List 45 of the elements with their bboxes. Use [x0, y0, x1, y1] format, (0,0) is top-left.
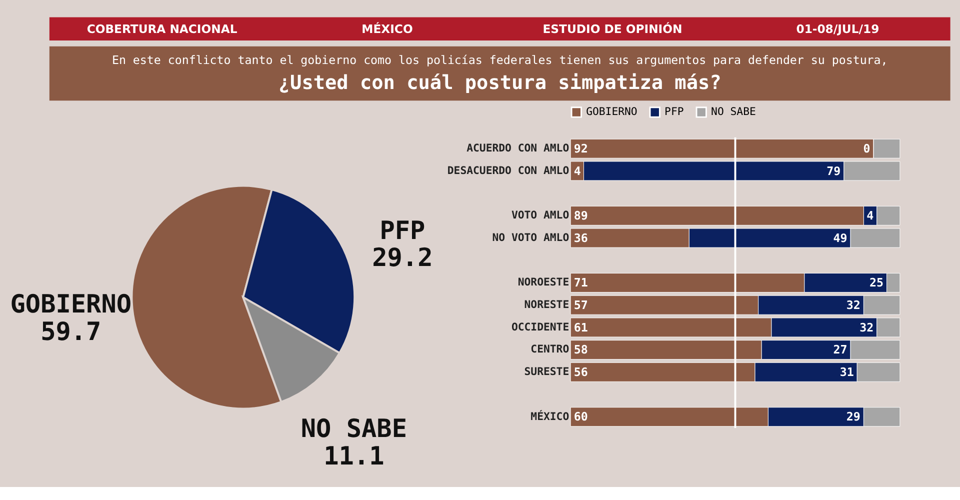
data-label: 61 [574, 320, 588, 334]
data-label: 36 [574, 230, 588, 245]
data-label: 29 [846, 410, 860, 424]
data-label: 11.1 [324, 441, 384, 470]
y-tick-label: SURESTE [524, 365, 570, 378]
y-tick-label: OCCIDENTE [511, 320, 570, 334]
slice-label: PFP [380, 216, 426, 245]
data-label: 4 [574, 164, 581, 178]
data-label: 59.7 [40, 316, 102, 346]
y-tick-label: VOTO AMLO [511, 208, 570, 222]
legend-label: PFP [664, 105, 684, 118]
y-tick-label: CENTRO [530, 342, 570, 356]
y-tick-label: NOROESTE [518, 276, 570, 289]
data-label: 58 [574, 342, 588, 357]
text: MÉXICO [362, 22, 413, 36]
data-label: 31 [840, 365, 854, 380]
data-label: 79 [826, 164, 841, 178]
text: 01-08/JUL/19 [796, 22, 880, 36]
y-tick-label: NO VOTO AMLO [492, 230, 570, 244]
text: ¿Usted con cuál postura simpatiza más? [278, 70, 722, 94]
data-label: 57 [574, 298, 588, 312]
data-label: 92 [574, 141, 588, 156]
data-label: 27 [833, 342, 848, 357]
legend-label: NO SABE [711, 105, 756, 118]
data-label: 25 [869, 276, 884, 290]
data-label: 71 [574, 276, 588, 290]
data-label: 60 [574, 410, 588, 424]
data-label: 32 [846, 298, 860, 312]
y-tick-label: ACUERDO CON AMLO [466, 142, 570, 155]
data-label: 56 [574, 365, 588, 380]
data-label: 29.2 [372, 243, 433, 272]
legend-label: GOBIERNO [586, 105, 638, 118]
y-tick-label: DESACUERDO CON AMLO [447, 164, 570, 177]
slice-label: GOBIERNO [10, 290, 132, 319]
data-label: 49 [833, 230, 848, 245]
data-label: 89 [574, 208, 588, 223]
slice-label: NO SABE [300, 414, 407, 444]
y-tick-label: MÉXICO [530, 410, 570, 423]
data-label: 32 [860, 320, 874, 334]
text: COBERTURA NACIONAL [86, 22, 238, 36]
text: ESTUDIO DE OPINIÓN [542, 22, 682, 36]
data-label: 4 [866, 208, 874, 223]
text: En este conflicto tanto el gobierno como los policías federales tienen sus argumentos para defender su postura, [112, 52, 888, 67]
data-label: 0 [863, 141, 870, 156]
y-tick-label: NORESTE [524, 298, 570, 311]
